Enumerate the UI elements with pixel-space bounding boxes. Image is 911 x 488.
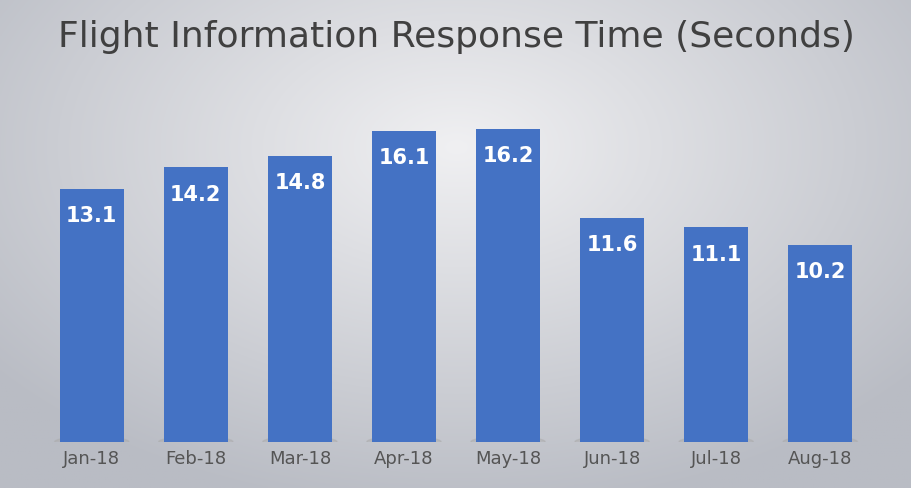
Bar (683, 227, 748, 442)
Text: 16.1: 16.1 (378, 148, 429, 168)
Ellipse shape (366, 436, 441, 447)
Text: 13.1: 13.1 (66, 206, 118, 226)
Ellipse shape (159, 436, 232, 447)
Ellipse shape (783, 436, 856, 447)
Title: Flight Information Response Time (Seconds): Flight Information Response Time (Second… (57, 20, 854, 54)
Ellipse shape (470, 436, 545, 447)
Ellipse shape (55, 436, 128, 447)
Text: 11.6: 11.6 (586, 235, 637, 255)
Text: 11.1: 11.1 (690, 244, 741, 264)
Text: 16.2: 16.2 (482, 146, 533, 166)
Bar (59, 189, 124, 442)
Text: 10.2: 10.2 (793, 262, 845, 282)
Bar (579, 218, 644, 442)
Text: 14.8: 14.8 (274, 173, 325, 193)
Bar (267, 156, 332, 442)
Ellipse shape (262, 436, 337, 447)
Bar (163, 167, 228, 442)
Ellipse shape (574, 436, 649, 447)
Bar (787, 244, 852, 442)
Bar (476, 129, 539, 442)
Bar (372, 131, 435, 442)
Ellipse shape (679, 436, 752, 447)
Text: 14.2: 14.2 (170, 185, 221, 205)
